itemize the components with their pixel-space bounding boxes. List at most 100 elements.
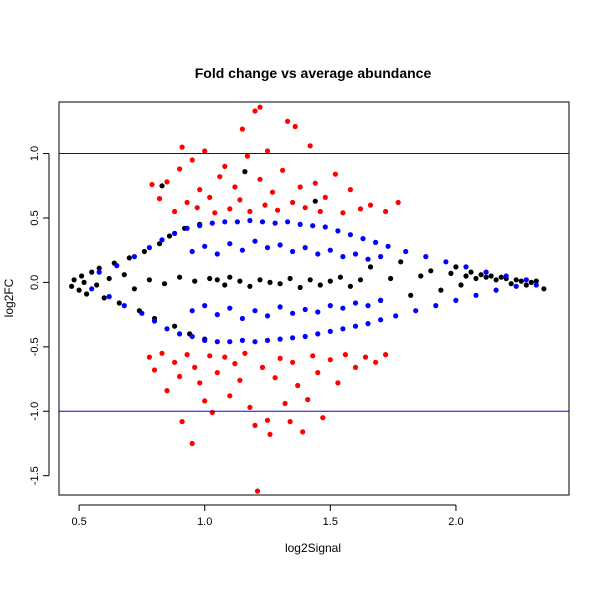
data-point <box>347 283 353 289</box>
data-point <box>214 277 220 283</box>
data-point <box>239 337 245 343</box>
data-point <box>385 243 391 249</box>
data-point <box>403 248 409 255</box>
data-point <box>307 277 313 283</box>
data-point <box>287 275 293 282</box>
data-point <box>252 108 258 114</box>
data-point <box>234 219 240 225</box>
data-point <box>290 359 296 365</box>
data-point <box>222 219 228 225</box>
data-point <box>84 291 90 297</box>
x-tick-label: 0.5 <box>71 516 86 528</box>
data-point <box>277 355 283 361</box>
data-point <box>508 281 514 287</box>
data-point <box>315 309 321 315</box>
data-point <box>383 352 389 358</box>
data-point <box>322 224 328 230</box>
data-point <box>194 205 200 211</box>
data-point <box>335 380 341 386</box>
data-point <box>367 202 374 208</box>
data-point <box>212 210 218 216</box>
data-point <box>189 157 195 163</box>
data-point <box>239 247 245 253</box>
data-point <box>161 281 168 287</box>
data-point <box>259 364 266 370</box>
data-point <box>478 272 484 278</box>
data-point <box>272 375 278 381</box>
data-point <box>280 167 286 173</box>
data-point <box>252 422 258 428</box>
data-point <box>423 254 429 260</box>
data-point <box>237 197 243 203</box>
data-point <box>365 256 371 262</box>
data-point <box>101 295 107 301</box>
data-point <box>202 148 208 154</box>
data-point <box>202 337 208 343</box>
data-point <box>264 337 271 343</box>
data-point <box>357 206 364 212</box>
data-point <box>232 361 238 367</box>
data-point <box>164 326 170 332</box>
data-point <box>327 357 333 363</box>
data-point <box>214 251 220 257</box>
data-point <box>146 245 152 251</box>
data-point <box>207 275 213 282</box>
data-point <box>458 282 464 288</box>
data-point <box>94 282 100 288</box>
data-point <box>121 303 127 309</box>
data-point <box>264 313 271 319</box>
data-point <box>149 181 155 188</box>
y-tick-label: -0.5 <box>29 337 41 356</box>
data-point <box>340 210 346 216</box>
data-point <box>285 219 291 225</box>
data-point <box>310 223 316 229</box>
data-point <box>239 126 245 132</box>
data-point <box>172 208 178 215</box>
data-point <box>453 264 459 270</box>
data-point <box>156 241 163 247</box>
data-point <box>322 194 328 200</box>
data-point <box>378 297 384 303</box>
data-point <box>254 488 261 494</box>
data-point <box>209 220 215 226</box>
data-point <box>217 174 223 180</box>
data-point <box>337 274 343 280</box>
data-point <box>428 268 434 274</box>
data-point <box>227 241 233 247</box>
data-point <box>418 273 424 279</box>
data-point <box>302 245 308 251</box>
data-point <box>209 409 215 416</box>
data-point <box>302 205 308 211</box>
data-point <box>383 208 389 215</box>
data-point <box>282 400 288 407</box>
y-tick-label: 1.0 <box>29 146 41 161</box>
data-point <box>352 251 359 257</box>
data-point <box>295 382 301 389</box>
data-point <box>179 419 185 425</box>
data-point <box>297 221 303 227</box>
data-point <box>257 104 263 110</box>
data-point <box>264 417 271 423</box>
x-tick-label: 1.0 <box>197 516 212 528</box>
data-point <box>259 219 266 225</box>
data-point <box>378 254 384 260</box>
data-point <box>264 148 271 154</box>
data-point <box>352 300 359 306</box>
data-point <box>468 269 474 275</box>
data-point <box>523 282 529 288</box>
data-point <box>373 239 379 245</box>
data-point <box>159 350 165 356</box>
data-point <box>106 275 112 282</box>
data-point <box>488 273 494 279</box>
data-point <box>159 183 165 189</box>
reference-lines <box>59 153 569 412</box>
data-point <box>116 300 122 306</box>
data-point <box>388 275 394 282</box>
data-point <box>71 277 77 283</box>
x-axis-label: log2Signal <box>285 541 341 555</box>
data-point <box>277 242 283 248</box>
data-point <box>269 189 276 195</box>
data-point <box>151 318 158 324</box>
data-point <box>96 265 102 271</box>
data-point <box>121 272 127 278</box>
